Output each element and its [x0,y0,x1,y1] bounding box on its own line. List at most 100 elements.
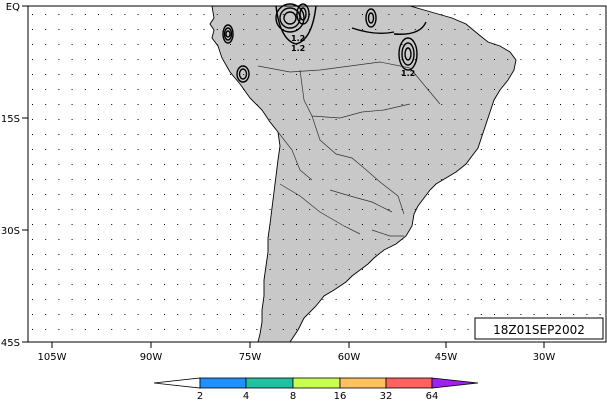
colorbar-label: 4 [243,391,249,401]
grid-dot [111,269,113,270]
grid-dot [84,14,86,15]
grid-dot [494,209,495,210]
grid-dot [401,44,403,45]
grid-dot [322,269,324,270]
grid-dot [256,14,258,15]
grid-dot [348,29,350,30]
grid-dot [322,89,324,90]
grid-dot [362,299,363,300]
grid-dot [428,179,429,180]
grid-dot [388,164,390,165]
grid-dot [177,179,179,180]
grid-dot [58,239,60,240]
grid-dot [150,164,152,165]
grid-dot [494,149,495,150]
grid-dot [467,254,469,255]
grid-dot [560,74,561,75]
grid-dot [480,254,482,255]
grid-dot [573,194,575,195]
grid-dot [216,119,218,120]
grid-dot [111,14,113,15]
grid-dot [203,209,205,210]
grid-dot [375,74,377,75]
grid-dot [441,179,443,180]
grid-dot [467,299,469,300]
grid-dot [520,209,522,210]
grid-dot [269,89,271,90]
grid-dot [520,164,522,165]
grid-dot [177,314,179,315]
grid-dot [296,119,297,120]
grid-dot [216,74,218,75]
grid-dot [203,314,205,315]
grid-dot [45,119,47,120]
grid-dot [467,314,469,315]
grid-dot [388,299,390,300]
grid-dot [150,299,152,300]
grid-dot [45,239,47,240]
grid-dot [230,194,231,195]
grid-dot [348,179,350,180]
grid-dot [124,284,126,285]
grid-dot [243,149,245,150]
grid-dot [414,134,416,135]
grid-dot [533,164,535,165]
grid-dot [309,74,311,75]
grid-dot [203,14,205,15]
grid-dot [256,44,258,45]
grid-dot [335,194,337,195]
grid-dot [362,134,363,135]
grid-dot [573,209,575,210]
grid-dot [428,119,429,120]
grid-dot [137,119,139,120]
grid-dot [375,104,377,105]
grid-dot [441,134,443,135]
grid-dot [507,209,509,210]
grid-dot [32,239,33,240]
grid-dot [32,209,33,210]
grid-dot [560,179,561,180]
grid-dot [467,104,469,105]
grid-dot [560,14,561,15]
grid-dot [164,224,165,225]
grid-dot [322,59,324,60]
grid-dot [573,164,575,165]
grid-dot [560,194,561,195]
grid-dot [282,224,284,225]
colorbar-label: 8 [290,391,296,401]
grid-dot [546,164,548,165]
grid-dot [560,44,561,45]
grid-dot [203,254,205,255]
grid-dot [586,254,588,255]
grid-dot [203,149,205,150]
colorbar-swatch-2 [245,377,294,389]
grid-dot [230,59,231,60]
grid-dot [71,209,73,210]
grid-dot [441,284,443,285]
grid-dot [111,134,113,135]
grid-dot [71,329,73,330]
grid-dot [520,314,522,315]
grid-dot [480,269,482,270]
grid-dot [322,299,324,300]
grid-dot [84,314,86,315]
contour-cluster-ecuador [236,65,250,83]
grid-dot [243,14,245,15]
grid-dot [177,14,179,15]
grid-dot [428,149,429,150]
grid-dot [309,149,311,150]
grid-dot [230,164,231,165]
grid-dot [256,134,258,135]
grid-dot [388,224,390,225]
grid-dot [124,239,126,240]
grid-dot [401,14,403,15]
grid-dot [84,74,86,75]
grid-dot [256,224,258,225]
grid-dot [454,269,456,270]
grid-dot [71,44,73,45]
grid-dot [507,104,509,105]
grid-dot [45,59,47,60]
grid-dot [533,119,535,120]
grid-dot [216,89,218,90]
grid-dot [45,29,47,30]
